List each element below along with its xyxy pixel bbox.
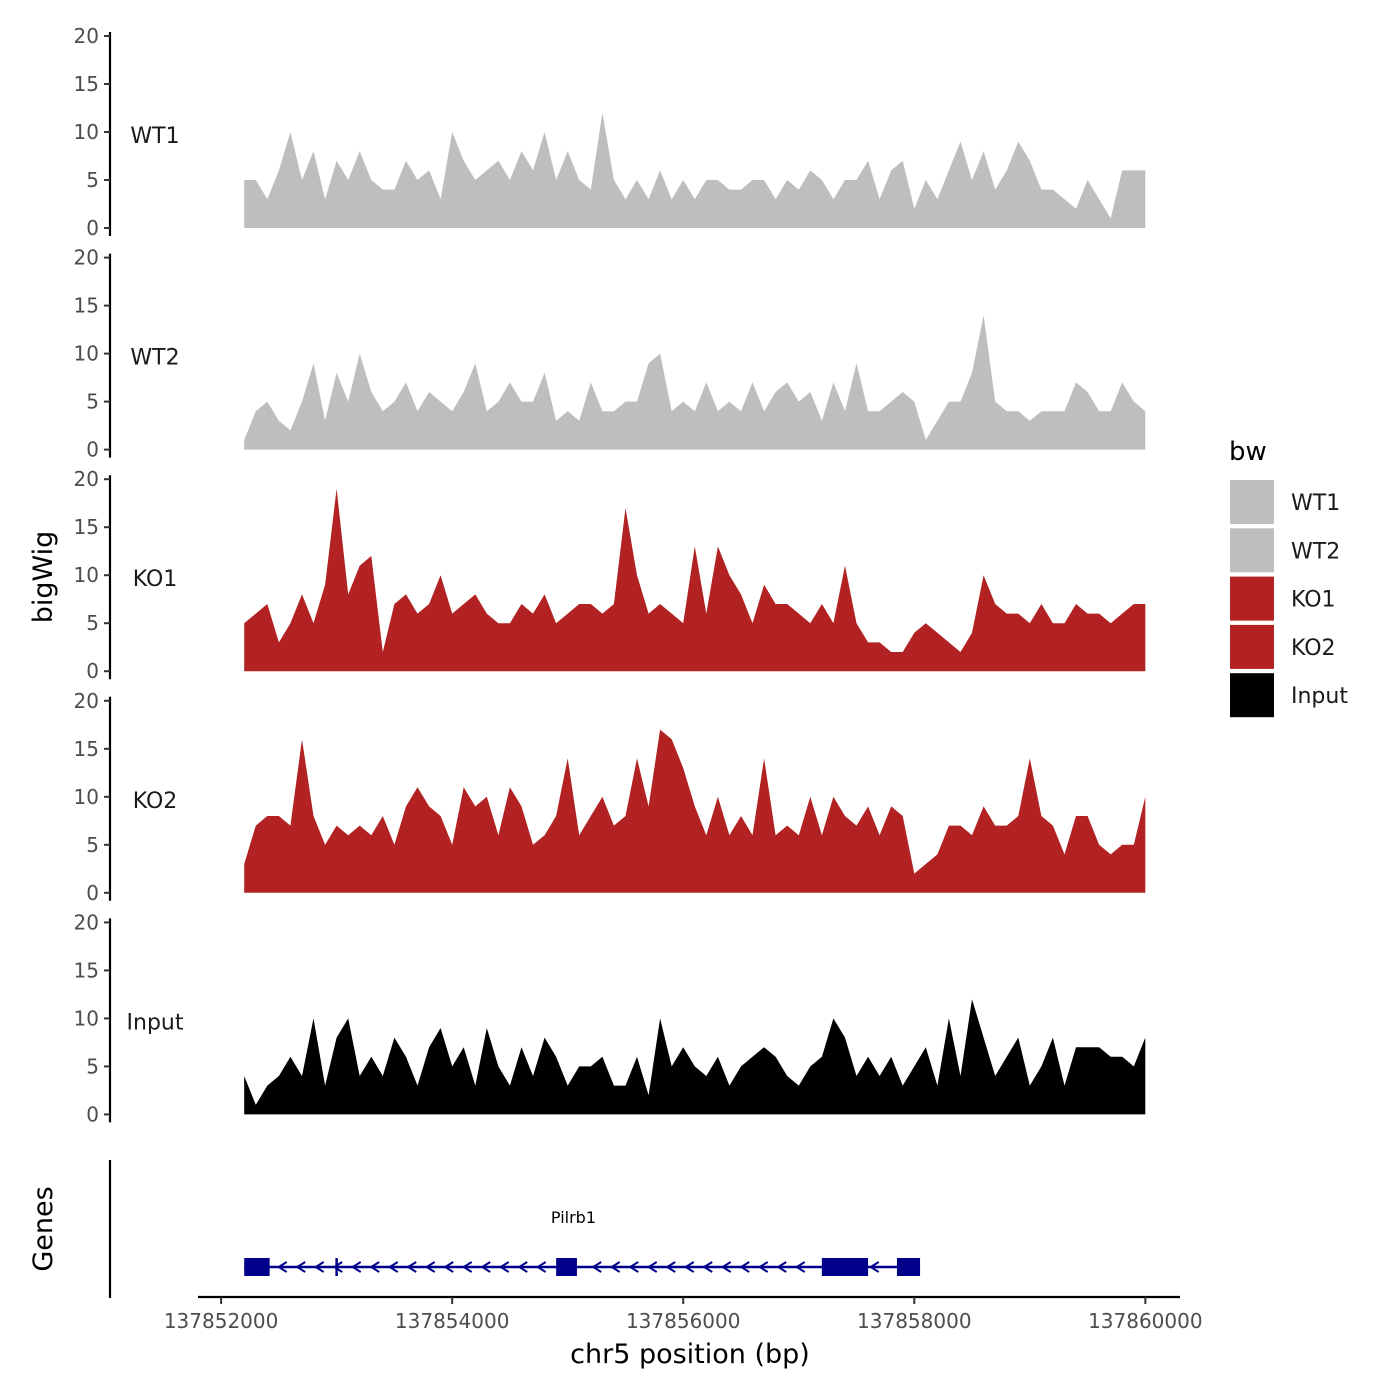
legend-label-ko2: KO2 <box>1291 636 1336 661</box>
strand-chevron <box>517 1261 528 1273</box>
y-tick-label: 5 <box>86 833 99 857</box>
y-tick-label: 10 <box>74 342 99 366</box>
strand-chevron <box>313 1261 325 1273</box>
y-tick-label: 15 <box>74 294 99 318</box>
area-input <box>244 999 1146 1115</box>
x-tick-label: 137860000 <box>1088 1309 1203 1333</box>
y-tick-label: 0 <box>86 659 99 683</box>
strand-chevron <box>332 1261 343 1273</box>
strand-chevron <box>443 1261 454 1273</box>
x-axis: 137852000 137854000 137856000 137858000 1378… <box>164 1295 1203 1333</box>
strand-chevron <box>646 1261 658 1273</box>
strand-chevron <box>295 1261 306 1273</box>
y-tick-label: 5 <box>86 611 99 635</box>
track-label-ko2: KO2 <box>133 789 178 814</box>
coverage-tracks: 0 5 10 15 20 WT1 0 5 10 15 20 WT2 0 5 10 15 20 KO1 0 5 10 15 2… <box>74 24 1146 1126</box>
y-tick-label: 20 <box>74 689 99 713</box>
legend-key-input <box>1230 673 1274 718</box>
strand-chevron <box>276 1261 288 1273</box>
strand-chevron <box>591 1261 602 1273</box>
legend-key-wt1 <box>1230 480 1274 524</box>
y-tick-label: 20 <box>74 467 99 491</box>
strand-chevron <box>369 1261 380 1273</box>
x-axis-title: chr5 position (bp) <box>570 1339 810 1370</box>
y-tick-label: 5 <box>86 390 99 414</box>
strand-chevron <box>609 1261 621 1273</box>
gene-track-title: Genes <box>28 1186 59 1271</box>
strand-chevron <box>535 1261 547 1273</box>
y-tick-label: 10 <box>74 120 99 144</box>
strand-chevron <box>424 1261 436 1273</box>
y-tick-label: 15 <box>74 737 99 761</box>
y-tick-label: 15 <box>74 72 99 96</box>
gene-track: Pilrb1 <box>108 1160 921 1298</box>
y-tick-label: 20 <box>74 24 99 48</box>
legend-key-wt2 <box>1230 528 1274 573</box>
gene-exon <box>896 1258 921 1276</box>
x-tick-label: 137858000 <box>857 1309 972 1333</box>
legend-label-input: Input <box>1291 684 1348 709</box>
track-wt2: 0 5 10 15 20 WT2 <box>74 246 1146 462</box>
strand-chevron <box>739 1261 750 1273</box>
strand-chevron <box>720 1261 732 1273</box>
legend-key-ko1 <box>1230 576 1274 621</box>
legend-key-ko2 <box>1230 624 1274 669</box>
y-axis-title: bigWig <box>28 531 59 624</box>
strand-chevron <box>387 1261 399 1273</box>
strand-chevron <box>461 1261 473 1273</box>
strand-chevron <box>628 1261 639 1273</box>
y-tick-label: 10 <box>74 563 99 587</box>
strand-chevron <box>406 1261 417 1273</box>
area-wt2 <box>244 315 1146 450</box>
y-tick-label: 20 <box>74 910 99 934</box>
legend: bw WT1 WT2 KO1 KO2 Input <box>1229 437 1348 718</box>
x-tick-label: 137854000 <box>395 1309 510 1333</box>
y-tick-label: 5 <box>86 168 99 192</box>
track-label-input: Input <box>127 1010 184 1035</box>
strand-chevron <box>868 1261 880 1273</box>
strand-chevron <box>776 1261 787 1273</box>
track-label-ko1: KO1 <box>133 567 178 592</box>
x-tick-label: 137856000 <box>626 1309 741 1333</box>
legend-label-wt2: WT2 <box>1291 539 1340 564</box>
y-tick-label: 0 <box>86 1102 99 1126</box>
y-tick-label: 15 <box>74 958 99 982</box>
area-ko1 <box>244 488 1146 672</box>
strand-chevron <box>350 1261 362 1273</box>
y-tick-label: 20 <box>74 246 99 270</box>
track-label-wt2: WT2 <box>130 346 179 371</box>
track-wt1: 0 5 10 15 20 WT1 <box>74 24 1146 240</box>
x-tick-label: 137852000 <box>164 1309 279 1333</box>
area-wt1 <box>244 112 1146 228</box>
track-ko1: 0 5 10 15 20 KO1 <box>74 467 1146 683</box>
gene-name-label: Pilrb1 <box>551 1208 596 1227</box>
strand-chevron <box>665 1261 676 1273</box>
track-label-wt1: WT1 <box>130 124 179 149</box>
legend-label-wt1: WT1 <box>1291 491 1340 516</box>
strand-chevron <box>498 1261 510 1273</box>
gene-exon <box>556 1258 577 1276</box>
y-tick-label: 15 <box>74 515 99 539</box>
y-tick-label: 10 <box>74 1006 99 1030</box>
area-ko2 <box>244 729 1146 893</box>
y-tick-label: 0 <box>86 216 99 240</box>
y-tick-label: 5 <box>86 1054 99 1078</box>
gene-exon <box>244 1258 270 1276</box>
y-tick-label: 10 <box>74 785 99 809</box>
strand-chevron <box>702 1261 713 1273</box>
legend-title: bw <box>1229 437 1267 467</box>
strand-chevron <box>683 1261 695 1273</box>
strand-chevron <box>757 1261 769 1273</box>
gene-exon <box>821 1258 869 1276</box>
y-tick-label: 0 <box>86 881 99 905</box>
strand-chevron <box>794 1261 806 1273</box>
strand-chevron <box>480 1261 491 1273</box>
track-input: 0 5 10 15 20 Input <box>74 910 1146 1126</box>
legend-label-ko1: KO1 <box>1291 588 1336 613</box>
y-tick-label: 0 <box>86 438 99 462</box>
track-ko2: 0 5 10 15 20 KO2 <box>74 689 1146 905</box>
